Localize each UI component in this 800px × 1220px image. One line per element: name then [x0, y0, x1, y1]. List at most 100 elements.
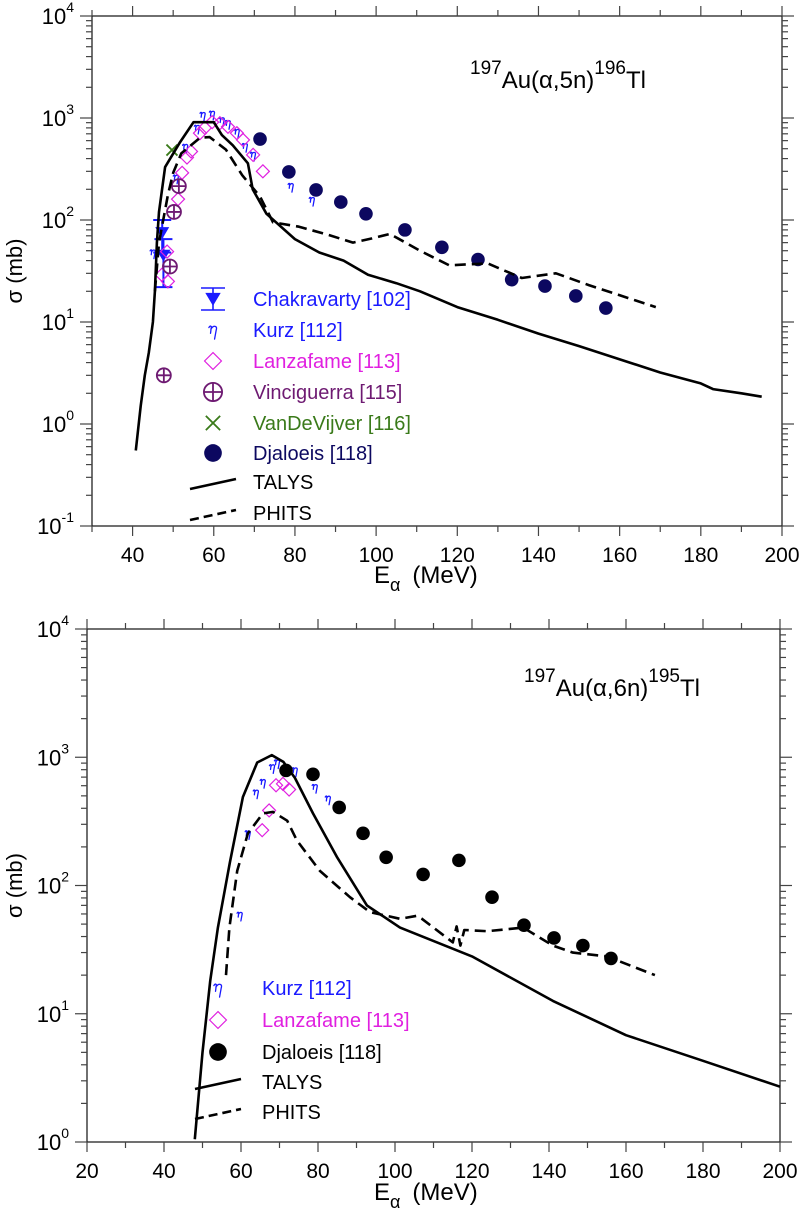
data-point — [379, 850, 393, 865]
legend-label: TALYS — [253, 472, 313, 494]
y-tick-base: 10 — [37, 1002, 61, 1027]
data-point — [156, 249, 171, 262]
data-point — [233, 128, 240, 139]
data-point — [160, 274, 176, 289]
data-point — [273, 759, 281, 770]
data-point — [253, 132, 267, 146]
y-tick-label: 104 — [42, 0, 74, 29]
data-point-glyph — [259, 778, 266, 789]
legend-entry: TALYS — [189, 472, 313, 494]
data-point — [398, 223, 412, 237]
legend-label: Djaloeis [118] — [253, 443, 373, 465]
x-axis-label-unit: (MeV) — [412, 562, 477, 589]
title-tail: Tl — [626, 67, 646, 94]
legend-x-icon — [205, 415, 221, 431]
series-kurz-112 — [236, 759, 332, 922]
x-tick-label: 180 — [685, 1160, 720, 1183]
data-point — [279, 763, 293, 778]
data-point-glyph — [236, 911, 243, 922]
data-point — [281, 782, 297, 797]
data-point-glyph — [181, 143, 189, 154]
legend-entry: PHITS — [189, 503, 312, 525]
y-axis-label: σ (mb) — [2, 853, 27, 918]
legend-filled-circle-icon-shape — [204, 444, 222, 462]
y-tick-exponent: 2 — [61, 869, 69, 885]
legend-eta-icon-glyph — [208, 325, 218, 340]
title-tail: Tl — [680, 675, 700, 702]
data-point-shape — [569, 289, 583, 303]
chart-title: 197Au(α,6n)195Tl — [524, 666, 700, 702]
data-point — [452, 853, 466, 868]
data-point — [179, 150, 195, 165]
data-point-cross — [171, 179, 186, 194]
data-point-shape — [504, 272, 519, 287]
phits-curve — [224, 810, 656, 977]
x-tick-label: 140 — [531, 1160, 566, 1183]
data-point — [192, 125, 208, 141]
data-point-shape — [576, 938, 590, 953]
x-tick-label: 80 — [283, 544, 306, 567]
data-point-shape — [165, 143, 179, 157]
y-tick-label: 101 — [37, 997, 69, 1027]
data-point-cross — [156, 368, 171, 383]
data-point-shape — [279, 763, 293, 778]
data-point-glyph — [324, 795, 332, 806]
data-point — [155, 367, 172, 384]
data-point — [356, 826, 370, 841]
data-point — [162, 258, 178, 275]
data-point — [249, 151, 257, 162]
data-point-shape — [268, 777, 284, 793]
data-point-glyph — [311, 783, 318, 794]
data-point-shape — [416, 867, 430, 882]
legend-label: PHITS — [253, 503, 312, 525]
data-point — [255, 163, 271, 179]
data-point-shape — [538, 279, 552, 293]
data-point — [149, 249, 156, 260]
x-tick-label: 60 — [202, 544, 225, 567]
data-point-shape — [235, 132, 251, 148]
data-point — [170, 178, 187, 194]
data-point-glyph — [268, 764, 276, 774]
x-axis-label-main: E — [374, 562, 390, 589]
y-tick-label: 103 — [37, 740, 69, 770]
legend-filled-circle-icon — [204, 444, 222, 462]
data-point — [252, 789, 260, 800]
title-post-sup: 196 — [594, 58, 626, 79]
data-point-shape — [379, 850, 393, 865]
data-point — [334, 195, 348, 209]
title-post-sup: 195 — [648, 666, 680, 687]
y-tick-base: 10 — [37, 514, 61, 539]
series-talys — [134, 120, 762, 451]
legend-eta-icon-glyph — [213, 983, 223, 998]
y-tick-label: 10-1 — [37, 509, 74, 539]
series-talys — [193, 753, 781, 1140]
data-point-shape — [359, 207, 373, 221]
data-point-shape — [160, 274, 176, 289]
title-pre-sup: 197 — [470, 58, 502, 79]
data-point — [569, 289, 583, 303]
data-point-cross — [166, 204, 181, 219]
data-point-glyph — [308, 196, 316, 207]
y-tick-label: 102 — [37, 869, 69, 899]
data-point-shape — [159, 244, 175, 259]
y-tick-label: 104 — [37, 612, 69, 642]
legend-triangle-icon — [205, 292, 221, 306]
data-point — [261, 803, 277, 818]
legend-label: Kurz [112] — [262, 978, 352, 1000]
x-axis-label: Eα (MeV) — [374, 562, 478, 595]
data-point — [166, 204, 182, 220]
talys-curve — [193, 753, 781, 1140]
data-point — [416, 867, 430, 882]
series-djaloeis-118 — [253, 132, 613, 315]
data-point-shape — [435, 240, 449, 255]
legend-label: Lanzafame [113] — [262, 1010, 410, 1032]
legend-eta-icon — [208, 325, 218, 340]
data-point-shape — [220, 119, 236, 135]
title-mid: Au(α,6n) — [556, 675, 649, 702]
data-point — [538, 279, 552, 293]
x-tick-label: 80 — [306, 1160, 329, 1183]
legend-x-icon-shape — [205, 415, 221, 431]
x-tick-label: 200 — [764, 544, 799, 567]
legend-entry: Lanzafame [113] — [203, 351, 401, 373]
title-pre-sup: 197 — [524, 666, 556, 687]
